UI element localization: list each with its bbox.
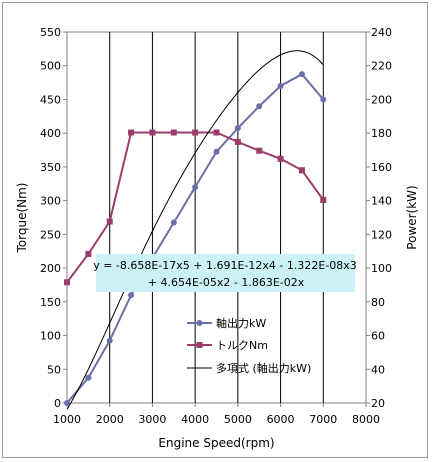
left-axis-title: Torque(Nm) <box>15 183 29 254</box>
right-tick-label: 80 <box>371 296 385 309</box>
power-data-point <box>234 125 241 132</box>
legend-entry-label: トルクNm <box>216 339 268 352</box>
left-tick-label: 200 <box>40 262 61 275</box>
torque-data-point <box>213 129 220 136</box>
right-axis-ticks: 20 40 60 80 100 120 140 160 180 200 220 240 <box>366 26 392 410</box>
trendline-equation-box: y = -8.658E-17x5 + 1.691E-12x4 - 1.322E-… <box>93 254 357 292</box>
right-tick-label: 40 <box>371 363 385 376</box>
power-data-point <box>256 103 263 110</box>
right-tick-label: 140 <box>371 195 392 208</box>
right-tick-label: 120 <box>371 228 392 241</box>
torque-data-point <box>106 218 113 225</box>
right-tick-label: 60 <box>371 330 385 343</box>
right-tick-label: 240 <box>371 26 392 39</box>
left-tick-label: 100 <box>40 330 61 343</box>
x-tick-label: 1000 <box>53 413 81 426</box>
power-data-point <box>128 292 135 299</box>
trendline-curve <box>66 50 324 410</box>
torque-data-point <box>320 196 327 203</box>
right-tick-label: 200 <box>371 93 392 106</box>
torque-data-point <box>234 138 241 145</box>
x-axis-title: Engine Speed(rpm) <box>158 436 274 450</box>
left-tick-label: 350 <box>40 161 61 174</box>
x-tick-label: 2000 <box>96 413 124 426</box>
trendline-equation-line-1: y = -8.658E-17x5 + 1.691E-12x4 - 1.322E-… <box>93 259 357 272</box>
right-tick-label: 220 <box>371 60 392 73</box>
x-tick-label: 3000 <box>138 413 166 426</box>
legend: 軸出力kW トルクNm 多項式 (軸出力kW) <box>187 316 311 375</box>
x-tick-label: 8000 <box>352 413 380 426</box>
legend-swatch-marker <box>196 342 203 348</box>
right-tick-label: 160 <box>371 161 392 174</box>
torque-data-point <box>128 129 135 136</box>
torque-data-point <box>277 155 284 162</box>
left-tick-label: 50 <box>47 363 61 376</box>
left-tick-label: 150 <box>40 296 61 309</box>
power-data-point <box>213 148 220 155</box>
power-data-point <box>64 400 70 406</box>
left-tick-label: 400 <box>40 127 61 140</box>
right-tick-label: 20 <box>371 397 385 410</box>
torque-data-point <box>149 129 156 136</box>
left-tick-label: 450 <box>40 93 61 106</box>
trendline-equation-line-2: + 4.654E-05x2 - 1.863E-02x <box>148 276 305 289</box>
series-layer <box>64 50 327 410</box>
right-tick-label: 180 <box>371 127 392 140</box>
left-tick-label: 300 <box>40 195 61 208</box>
power-data-point <box>85 374 92 381</box>
torque-data-point <box>256 147 263 154</box>
x-tick-label: 6000 <box>267 413 295 426</box>
left-tick-label: 250 <box>40 228 61 241</box>
power-data-point <box>170 219 177 226</box>
x-tick-label: 5000 <box>224 413 252 426</box>
torque-data-point <box>192 129 199 136</box>
power-data-point <box>277 82 284 89</box>
x-tick-label: 4000 <box>181 413 209 426</box>
right-tick-label: 100 <box>371 262 392 275</box>
torque-data-point <box>170 129 177 136</box>
left-axis-ticks: 0 50 100 150 200 250 300 350 400 450 500 550 <box>40 26 67 410</box>
legend-entry-label: 軸出力kW <box>216 316 266 330</box>
legend-swatch-marker <box>196 320 203 326</box>
left-tick-label: 500 <box>40 60 61 73</box>
x-tick-label: 7000 <box>309 413 337 426</box>
x-axis-ticks: 1000 2000 3000 4000 5000 6000 7000 8000 <box>53 403 380 426</box>
power-data-point <box>192 184 199 191</box>
power-data-point <box>106 337 113 344</box>
torque-data-point <box>85 250 92 257</box>
left-tick-label: 550 <box>40 26 61 39</box>
power-data-point <box>320 96 327 103</box>
power-data-point <box>298 71 305 78</box>
right-axis-title: Power(kW) <box>405 185 419 249</box>
trendline-equation-background <box>96 254 355 292</box>
gridlines <box>109 32 324 403</box>
legend-entry-label: 多項式 (軸出力kW) <box>216 361 311 375</box>
torque-data-point <box>64 279 70 286</box>
torque-data-point <box>298 167 305 174</box>
plot-area <box>66 31 367 404</box>
left-tick-label: 0 <box>54 397 61 410</box>
